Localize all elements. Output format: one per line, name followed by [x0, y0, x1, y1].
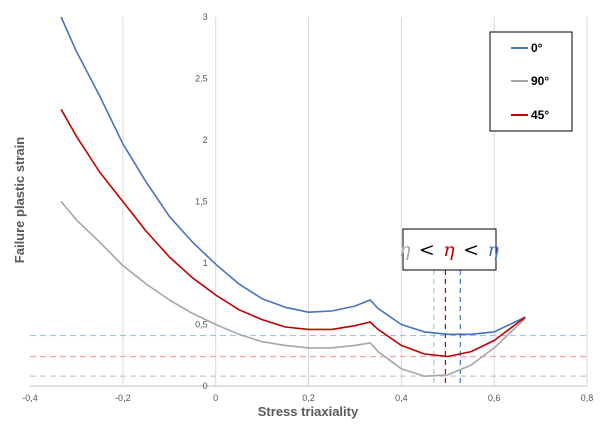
- y-tick-label: 2,5: [195, 74, 208, 84]
- legend-box: [489, 31, 573, 132]
- x-tick-label: 0,6: [488, 393, 501, 403]
- y-tick-label: 1,5: [195, 197, 208, 207]
- series-line-2: [60, 108, 526, 358]
- series-lines: [60, 16, 526, 377]
- legend-label-2: 45°: [531, 108, 549, 122]
- y-axis-title: Failure plastic strain: [12, 137, 27, 263]
- y-tick-label: 3: [203, 12, 208, 22]
- y-tick-label: 2: [203, 135, 208, 145]
- y-tick-labels: 0 0,5 1 1,5 2 2,5 3: [195, 12, 208, 391]
- less-than-2: <: [463, 239, 479, 261]
- legend-label-1: 90°: [531, 74, 549, 88]
- eta-90: η: [399, 239, 411, 261]
- x-tick-label: 0,2: [302, 393, 315, 403]
- series-line-0: [60, 16, 526, 336]
- eta-annotation-box: [402, 228, 497, 271]
- less-than-1: <: [419, 239, 435, 261]
- eta-0: η: [488, 239, 500, 261]
- eta-45: η: [443, 239, 455, 261]
- eta-inequality: η < η < η: [399, 239, 499, 261]
- x-tick-labels: -0,4 -0,2 0 0,2 0,4 0,6 0,8: [22, 393, 593, 403]
- reference-lines: [30, 270, 587, 386]
- eta-annotation: η < η < η: [399, 228, 500, 271]
- x-tick-label: 0,8: [581, 393, 594, 403]
- x-tick-label: 0: [213, 393, 218, 403]
- x-tick-label: 0,4: [395, 393, 408, 403]
- x-axis-title: Stress triaxiality: [258, 404, 359, 419]
- x-tick-label: -0,4: [22, 393, 38, 403]
- y-tick-label: 0: [203, 381, 208, 391]
- y-tick-label: 0,5: [195, 320, 208, 330]
- legend: 0° 90° 45°: [489, 31, 573, 132]
- legend-label-0: 0°: [531, 41, 543, 55]
- series-line-1: [60, 200, 526, 377]
- x-tick-label: -0,2: [115, 393, 131, 403]
- y-tick-label: 1: [203, 258, 208, 268]
